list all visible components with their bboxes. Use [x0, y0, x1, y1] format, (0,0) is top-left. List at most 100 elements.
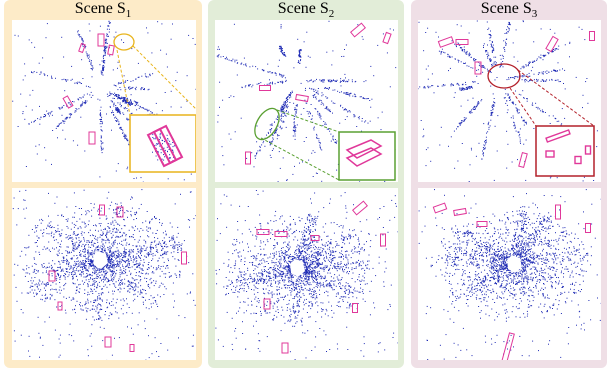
zoom-line — [132, 45, 196, 110]
bounding-box — [281, 342, 289, 354]
points — [26, 259, 104, 297]
points — [113, 73, 154, 86]
points — [504, 88, 527, 125]
bounding-box — [352, 303, 358, 313]
bounding-box — [107, 44, 115, 56]
bounding-box — [545, 129, 571, 143]
scene-1-top-pointcloud — [12, 20, 196, 182]
points — [309, 87, 369, 124]
points — [109, 91, 139, 106]
points — [324, 87, 373, 101]
points — [91, 258, 106, 326]
zoom-line — [260, 137, 340, 181]
zoomed-box — [345, 139, 383, 159]
zoom-inset — [338, 131, 396, 181]
bounding-box — [437, 36, 455, 48]
bounding-box — [474, 61, 482, 75]
points — [418, 189, 601, 360]
scene-3-top-view — [418, 20, 601, 182]
scene-3-panel: Scene S3 — [411, 0, 607, 368]
bounding-box — [380, 233, 386, 247]
zoomed-box — [152, 124, 184, 165]
points — [304, 99, 323, 151]
scene-1-bottom-view — [12, 188, 196, 360]
points — [117, 86, 150, 91]
zoom-line — [116, 49, 131, 116]
points — [449, 267, 518, 302]
points — [215, 190, 398, 360]
scene-3-bottom-pointcloud — [418, 189, 601, 360]
bounding-box — [259, 85, 271, 91]
points — [418, 81, 479, 90]
bounding-box — [181, 251, 187, 265]
points — [459, 85, 473, 91]
bounding-box — [350, 22, 366, 38]
scene-2-top-pointcloud — [216, 20, 397, 182]
points — [516, 248, 592, 267]
points — [486, 21, 498, 67]
points — [31, 71, 91, 88]
bounding-box — [274, 231, 288, 237]
bounding-box — [48, 270, 56, 282]
ego-vehicle-hole — [507, 255, 522, 273]
bounding-box — [352, 200, 368, 216]
bounding-box — [545, 150, 555, 158]
bounding-box — [116, 206, 124, 218]
bounding-box — [99, 204, 105, 216]
points — [223, 269, 296, 296]
points — [297, 49, 302, 64]
bounding-box — [310, 235, 320, 241]
points — [451, 227, 518, 267]
scene-2-panel: Scene S2 — [208, 0, 404, 368]
points — [12, 21, 196, 182]
bounding-box — [518, 151, 528, 169]
points — [100, 257, 158, 308]
zoom-line — [276, 109, 340, 133]
bounding-box — [78, 42, 86, 54]
scene-2-top-view — [215, 20, 398, 182]
points — [98, 232, 179, 265]
bounding-box — [453, 207, 467, 217]
points — [102, 258, 181, 278]
points — [12, 189, 196, 360]
bounding-box — [104, 336, 112, 348]
scene-2-bottom-pointcloud — [215, 190, 398, 360]
points — [306, 79, 367, 83]
points — [483, 43, 494, 67]
scene-2-bottom-view — [215, 188, 398, 360]
bounding-box — [88, 131, 96, 145]
points — [506, 69, 566, 81]
points — [28, 91, 92, 125]
points — [226, 263, 300, 289]
points — [77, 30, 94, 71]
points — [436, 256, 517, 269]
bounding-box — [476, 221, 488, 227]
points — [99, 106, 104, 154]
bounding-box — [584, 145, 592, 155]
points — [503, 97, 521, 144]
zoomed-box — [345, 147, 383, 167]
points — [288, 266, 302, 327]
bounding-box — [263, 298, 271, 310]
bounding-box — [589, 31, 595, 41]
ego-vehicle-hole — [93, 251, 108, 269]
zoom-line — [509, 87, 537, 127]
bounding-box — [545, 35, 559, 53]
points — [499, 21, 511, 68]
bounding-box — [62, 95, 74, 109]
bounding-box — [382, 31, 392, 45]
points — [241, 79, 287, 89]
points — [294, 241, 371, 273]
points — [515, 90, 563, 126]
bounding-box — [432, 202, 448, 214]
bounding-box — [574, 155, 582, 165]
ego-vehicle-hole — [290, 259, 305, 277]
points — [278, 45, 287, 57]
zoom-ellipse — [487, 63, 521, 89]
scene-1-top-view — [12, 20, 196, 182]
bounding-box — [295, 93, 309, 103]
points — [520, 45, 560, 70]
bounding-box — [97, 33, 105, 47]
scene-3-title: Scene S3 — [480, 0, 538, 21]
scene-3-top-pointcloud — [418, 20, 598, 182]
